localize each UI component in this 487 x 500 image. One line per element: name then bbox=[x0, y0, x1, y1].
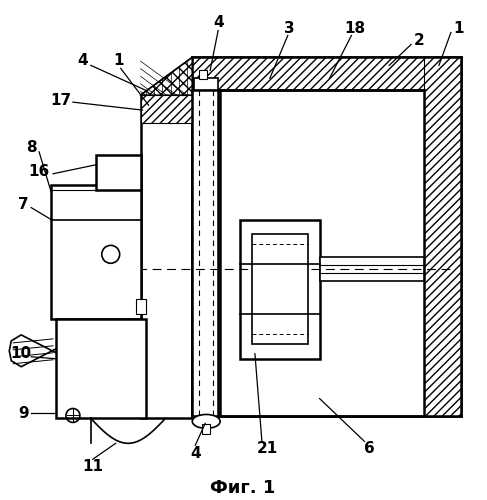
Bar bbox=[96, 155, 141, 190]
Text: 8: 8 bbox=[26, 140, 37, 156]
Text: 6: 6 bbox=[364, 441, 375, 456]
Bar bbox=[319, 258, 424, 281]
Text: 18: 18 bbox=[344, 21, 365, 36]
Text: 9: 9 bbox=[18, 406, 29, 421]
Polygon shape bbox=[141, 58, 192, 95]
Text: 21: 21 bbox=[257, 441, 279, 456]
Text: 1: 1 bbox=[453, 21, 464, 36]
Text: 17: 17 bbox=[51, 92, 72, 108]
Bar bbox=[424, 58, 461, 416]
Bar bbox=[51, 184, 141, 319]
Bar bbox=[141, 95, 192, 418]
Bar bbox=[199, 70, 207, 80]
Text: 11: 11 bbox=[82, 458, 103, 473]
Bar bbox=[202, 424, 210, 434]
Text: 4: 4 bbox=[77, 53, 88, 68]
Text: 4: 4 bbox=[190, 446, 201, 460]
Bar bbox=[252, 234, 308, 344]
Text: 1: 1 bbox=[113, 53, 124, 68]
Text: Фиг. 1: Фиг. 1 bbox=[210, 479, 276, 497]
Text: 4: 4 bbox=[213, 15, 224, 30]
Bar bbox=[192, 58, 461, 90]
Bar bbox=[240, 220, 319, 359]
Bar bbox=[141, 95, 192, 123]
Ellipse shape bbox=[192, 414, 220, 428]
Bar bbox=[56, 319, 146, 418]
Text: 10: 10 bbox=[11, 346, 32, 362]
Bar bbox=[192, 90, 220, 416]
Bar bbox=[194, 78, 218, 90]
Bar bbox=[135, 299, 146, 314]
Text: 16: 16 bbox=[28, 164, 50, 180]
Text: 7: 7 bbox=[18, 197, 29, 212]
Text: 3: 3 bbox=[284, 21, 295, 36]
Text: 2: 2 bbox=[413, 33, 425, 48]
Bar bbox=[218, 90, 424, 416]
Bar bbox=[192, 58, 461, 416]
Polygon shape bbox=[9, 335, 56, 366]
